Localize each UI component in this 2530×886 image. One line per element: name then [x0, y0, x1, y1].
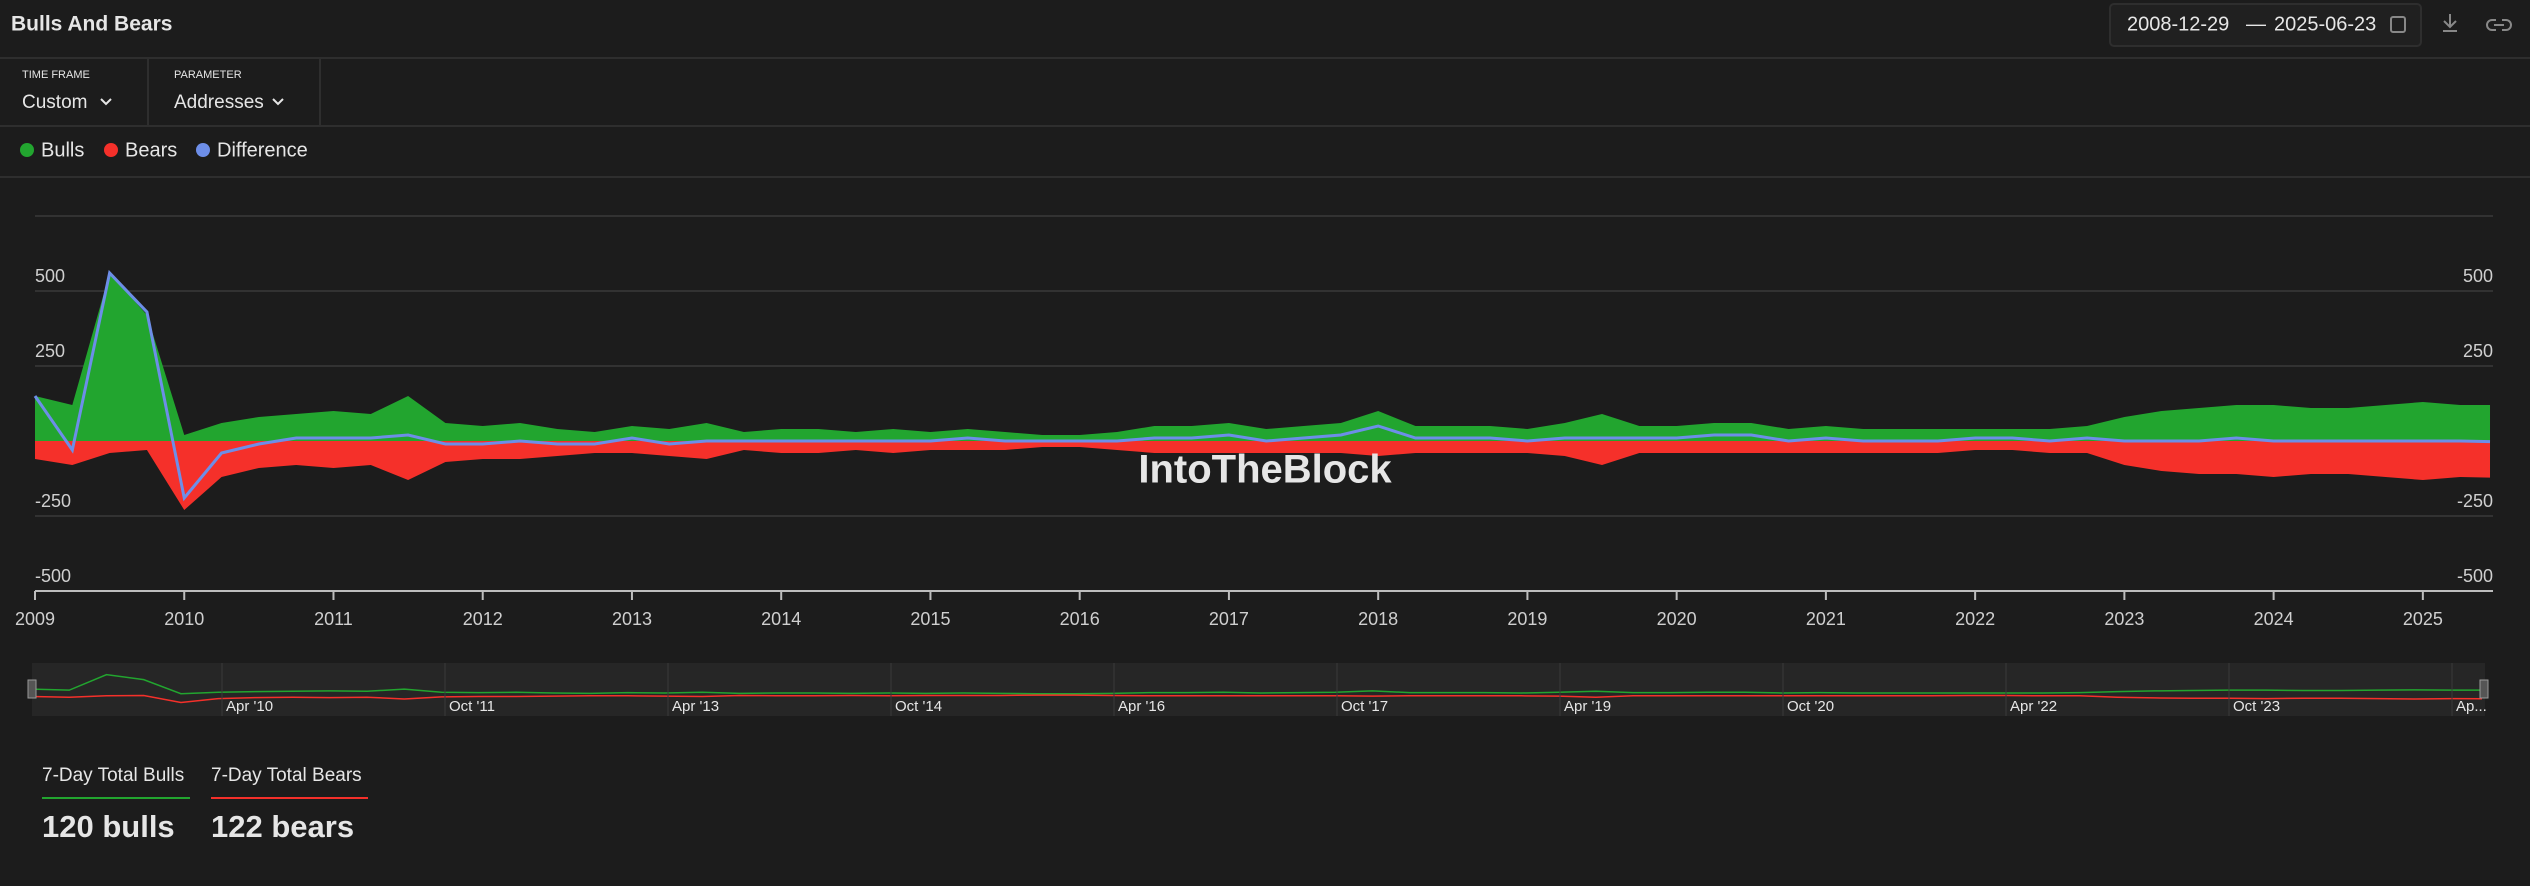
- navigator-handle[interactable]: [27, 679, 37, 699]
- area: [35, 273, 2491, 441]
- navigator-line: [31, 673, 2483, 695]
- navigator-label: Oct '17: [1341, 698, 1388, 715]
- x-tick-label: 2020: [1657, 609, 1697, 629]
- x-tick-label: 2010: [164, 609, 204, 629]
- stats: 7-Day Total Bulls 120 bulls 7-Day Total Be…: [42, 765, 368, 844]
- x-tick-label: 2017: [1209, 609, 1249, 629]
- navigator-label: Apr '13: [672, 698, 719, 715]
- line: [33, 269, 2491, 502]
- navigator-label: Apr '10: [226, 698, 273, 715]
- navigator-label: Oct '23: [2233, 698, 2280, 715]
- navigator-line: [31, 694, 2483, 704]
- navigator[interactable]: [32, 663, 2485, 716]
- dropdown-icon[interactable]: [100, 98, 112, 106]
- y-tick-label-right: 250: [2463, 341, 2493, 361]
- download-icon[interactable]: [2443, 14, 2457, 32]
- legend-marker[interactable]: [196, 143, 210, 157]
- legend: Bulls Bears Difference: [20, 139, 308, 161]
- stat-label: 7-Day Total Bulls: [42, 765, 184, 786]
- x-tick-label: 2025: [2403, 609, 2443, 629]
- calendar-icon[interactable]: [2390, 16, 2406, 33]
- navigator-label: Apr '16: [1118, 698, 1165, 715]
- x-tick-label: 2009: [15, 609, 55, 629]
- legend-marker[interactable]: [104, 143, 118, 157]
- navigator-handle[interactable]: [2479, 679, 2489, 699]
- navigator-content: Apr '10 Oct '11 Apr '13 Oct '14 Apr '16 Oct '…: [27, 663, 2489, 716]
- y-tick-label: -500: [35, 566, 71, 586]
- date-to[interactable]: 2025-06-23: [2274, 13, 2376, 35]
- control-label: PARAMETER: [174, 69, 242, 81]
- x-tick-label: 2022: [1955, 609, 1995, 629]
- legend-marker[interactable]: [20, 143, 34, 157]
- y-tick-label-right: -500: [2457, 566, 2493, 586]
- legend-label[interactable]: Difference: [217, 139, 308, 161]
- x-tick-label: 2023: [2104, 609, 2144, 629]
- control-value[interactable]: Custom: [22, 92, 87, 113]
- date-separator: —: [2246, 13, 2266, 35]
- x-tick-label: 2019: [1507, 609, 1547, 629]
- navigator-label: Ap...: [2456, 698, 2487, 715]
- stat-label: 7-Day Total Bears: [211, 765, 362, 786]
- control-label: TIME FRAME: [22, 69, 90, 81]
- stat-value: 120 bulls: [42, 809, 175, 844]
- plot: -500 -500 -250 -250 250 250 500 500 2009 2010 2011…: [15, 215, 2493, 629]
- control-value[interactable]: Addresses: [174, 92, 264, 113]
- date-from[interactable]: 2008-12-29: [2127, 13, 2229, 35]
- page-title: Bulls And Bears: [11, 13, 172, 36]
- navigator-label: Oct '11: [449, 698, 495, 715]
- area: [35, 441, 2491, 510]
- x-tick-label: 2021: [1806, 609, 1846, 629]
- y-tick-label: 250: [35, 341, 65, 361]
- x-tick-label: 2016: [1060, 609, 1100, 629]
- y-tick-label: -250: [35, 491, 71, 511]
- navigator-label: Oct '20: [1787, 698, 1834, 715]
- legend-label[interactable]: Bulls: [41, 139, 84, 161]
- link-icon[interactable]: [2486, 19, 2512, 31]
- watermark: IntoTheBlock: [1138, 448, 1392, 492]
- navigator-label: Oct '14: [895, 698, 942, 715]
- y-tick-label-right: 500: [2463, 266, 2493, 286]
- x-tick-label: 2024: [2254, 609, 2294, 629]
- y-tick-label-right: -250: [2457, 491, 2493, 511]
- y-tick-label: 500: [35, 266, 65, 286]
- stat-value: 122 bears: [211, 809, 354, 844]
- x-tick-label: 2015: [910, 609, 950, 629]
- x-tick-label: 2011: [314, 609, 353, 629]
- x-tick-label: 2012: [463, 609, 503, 629]
- legend-label[interactable]: Bears: [125, 139, 177, 161]
- navigator-label: Apr '19: [1564, 698, 1611, 715]
- date-range[interactable]: [2109, 3, 2422, 47]
- navigator-label: Apr '22: [2010, 698, 2057, 715]
- x-tick-label: 2014: [761, 609, 801, 629]
- dropdown-icon[interactable]: [272, 98, 284, 106]
- x-tick-label: 2018: [1358, 609, 1398, 629]
- x-tick-label: 2013: [612, 609, 652, 629]
